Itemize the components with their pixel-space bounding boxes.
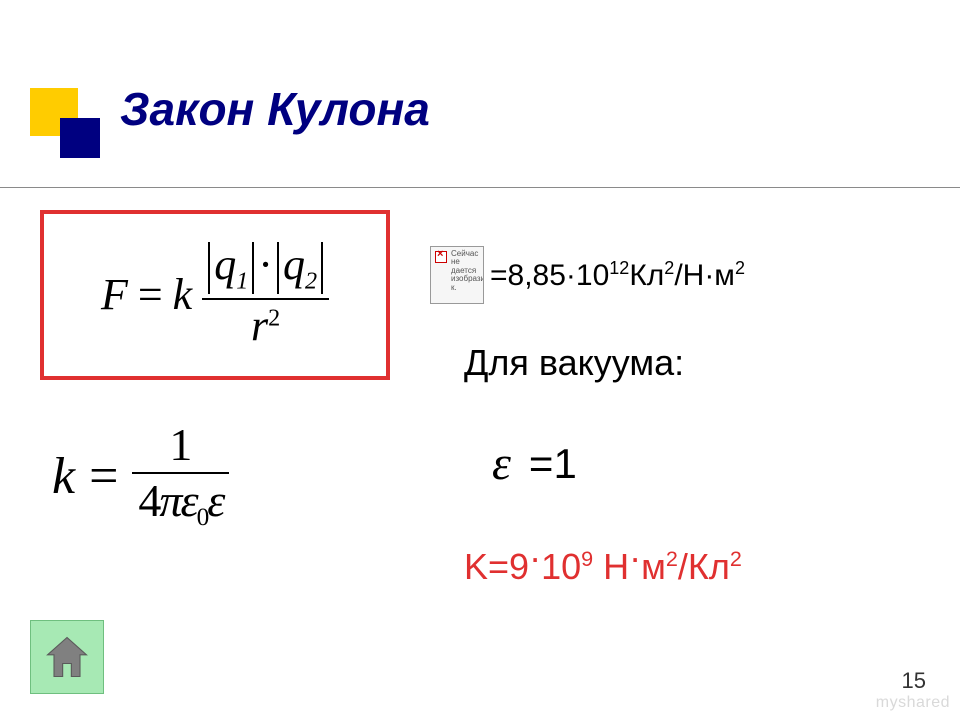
k-equals: = <box>89 447 118 506</box>
epsilon-zero-value-line: Сейчас не дается изобразить к. =8,85·101… <box>430 246 745 304</box>
broken-image-icon: Сейчас не дается изобразить к. <box>430 246 484 304</box>
page-number: 15 <box>902 668 926 694</box>
epsilon-equals-one: ε =1 <box>492 436 577 491</box>
coulomb-law-formula: F = k q1·q2 r2 <box>101 240 329 350</box>
formula-lhs: F <box>101 269 128 320</box>
k-fraction: 1 4πε0ε <box>132 420 229 532</box>
vacuum-label: Для вакуума: <box>464 342 684 384</box>
epsilon-value: =1 <box>529 440 577 488</box>
abs-q2: q2 <box>277 242 323 294</box>
epsilon-symbol: ε <box>492 436 511 491</box>
slide-title: Закон Кулона <box>120 82 430 136</box>
epsilon-zero-value-text: =8,85·1012Кл2/Н·м2 <box>490 258 745 293</box>
title-bullet-decoration <box>30 88 100 158</box>
k-value-line: K=9·109 Н·м2/Кл2 <box>464 546 742 588</box>
coulomb-law-formula-box: F = k q1·q2 r2 <box>40 210 390 380</box>
title-separator <box>0 187 960 188</box>
formula-numerator: q1·q2 <box>202 240 329 296</box>
formula-k: k <box>173 269 193 320</box>
k-denominator: 4πε0ε <box>132 476 229 532</box>
k-numerator: 1 <box>163 420 198 470</box>
formula-denominator: r2 <box>245 302 286 350</box>
k-lhs: k <box>52 447 75 506</box>
formula-equals: = <box>138 269 163 320</box>
home-icon[interactable] <box>30 620 104 694</box>
formula-fraction: q1·q2 r2 <box>202 240 329 350</box>
watermark: myshared <box>876 694 950 712</box>
abs-q1: q1 <box>208 242 254 294</box>
k-definition-formula: k = 1 4πε0ε <box>52 420 229 532</box>
